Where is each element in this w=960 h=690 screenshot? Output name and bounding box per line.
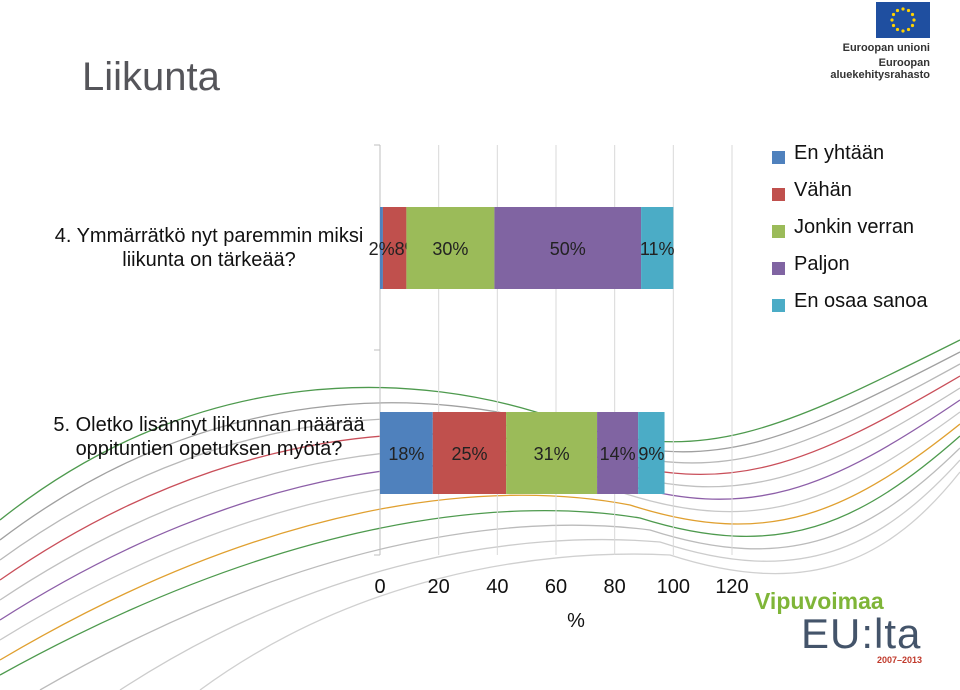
legend-swatch — [772, 225, 785, 238]
x-tick-label: 80 — [604, 576, 626, 598]
bar-segment — [380, 207, 383, 289]
bar-segment — [432, 412, 507, 494]
x-tick-label: 120 — [715, 576, 748, 598]
legend-label: Jonkin verran — [794, 216, 915, 238]
data-label: 31% — [534, 444, 570, 464]
vipuvoimaa-logo-top: Vipuvoimaa — [755, 588, 884, 614]
bar-segment — [506, 412, 598, 494]
legend-label: En osaa sanoa — [794, 290, 928, 312]
bar-segment — [597, 412, 639, 494]
legend-swatch — [772, 188, 785, 201]
data-label: 25% — [451, 444, 487, 464]
x-tick-label: 100 — [657, 576, 690, 598]
bar-segment — [494, 207, 642, 289]
bar-segment — [641, 207, 674, 289]
eu-logo-line2: Euroopan aluekehitysrahasto — [830, 57, 930, 81]
data-label: 50% — [550, 239, 586, 259]
x-axis-label: % — [567, 610, 585, 632]
vipuvoimaa-logo-years: 2007–2013 — [877, 655, 923, 665]
legend-label: En yhtään — [794, 142, 885, 164]
eu-logo-line1: Euroopan unioni — [842, 42, 930, 54]
data-label: 11% — [640, 239, 675, 259]
bar-segment — [638, 412, 665, 494]
legend-swatch — [772, 262, 785, 275]
category-label-2: 5. Oletko lisännyt liikunnan määrää oppi… — [53, 414, 365, 460]
data-label: 14% — [600, 444, 636, 464]
bar-segment — [380, 412, 433, 494]
category-label-1: 4. Ymmärrätkö nyt paremmin miksi liikunt… — [54, 225, 364, 271]
eu-logo: Euroopan unioni Euroopan aluekehitysraha… — [790, 2, 940, 81]
bar-segment — [406, 207, 495, 289]
x-tick-label: 60 — [545, 576, 567, 598]
legend-swatch — [772, 151, 785, 164]
data-label: 9% — [638, 444, 664, 464]
data-label: 18% — [388, 444, 424, 464]
vipuvoimaa-logo: Vipuvoimaa EU:lta 2007–2013 — [755, 588, 945, 668]
eu-flag-icon — [876, 2, 930, 38]
bar-segment — [382, 207, 407, 289]
vipuvoimaa-logo-main: EU:lta — [801, 610, 922, 657]
data-label: 30% — [432, 239, 468, 259]
legend-label: Paljon — [794, 253, 850, 275]
legend-label: Vähän — [794, 179, 852, 201]
legend-swatch — [772, 299, 785, 312]
slide-title: Liikunta — [82, 55, 220, 99]
x-tick-label: 0 — [374, 576, 385, 598]
x-tick-label: 40 — [486, 576, 508, 598]
x-tick-label: 20 — [428, 576, 450, 598]
